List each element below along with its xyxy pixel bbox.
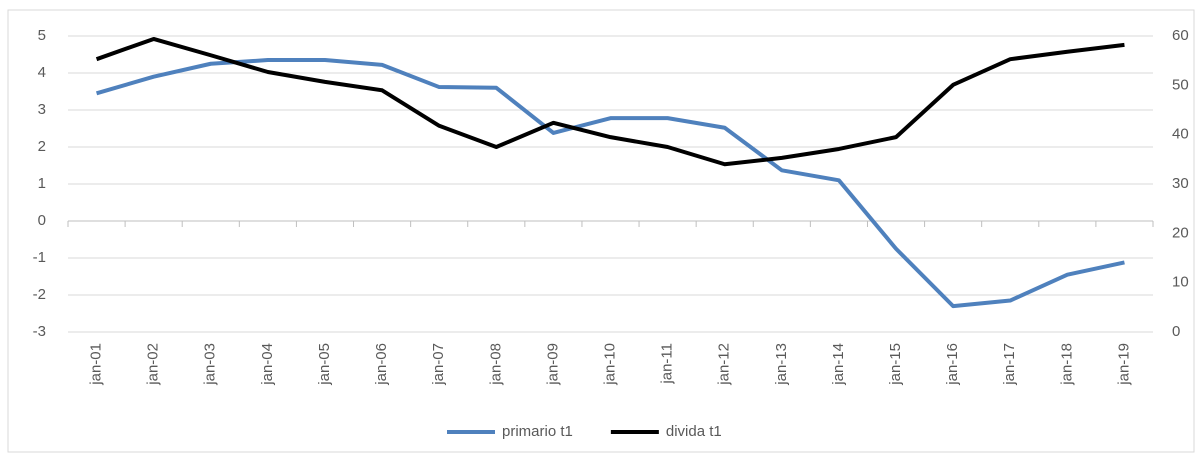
line-series <box>95 58 1125 309</box>
x-tick-label: jan-07 <box>430 343 447 386</box>
line-series <box>95 36 1125 167</box>
x-tick-label: jan-13 <box>773 343 790 386</box>
x-tick-label: jan-02 <box>145 343 162 386</box>
y-tick-label: 2 <box>38 138 46 155</box>
x-tick-label: jan-18 <box>1058 343 1075 386</box>
x-tick-label: jan-16 <box>944 343 961 386</box>
x-tick-label: jan-15 <box>887 343 904 386</box>
y2-tick-label: 10 <box>1172 274 1189 291</box>
x-tick-label: jan-05 <box>316 343 333 386</box>
x-tick-label: jan-06 <box>373 343 390 386</box>
y2-tick-label: 50 <box>1172 76 1189 93</box>
x-tick-label: jan-08 <box>487 343 504 386</box>
x-tick-label: jan-19 <box>1115 343 1132 386</box>
x-tick-label: jan-03 <box>202 343 219 386</box>
y2-tick-label: 60 <box>1172 27 1189 44</box>
y2-tick-label: 20 <box>1172 224 1189 241</box>
x-tick-label: jan-14 <box>830 343 847 386</box>
y2-tick-label: 0 <box>1172 323 1180 340</box>
chart-border <box>7 9 1195 453</box>
x-tick-label: jan-10 <box>601 343 618 386</box>
y2-tick-label: 30 <box>1172 175 1189 192</box>
x-tick-label: jan-11 <box>659 343 676 385</box>
x-tick-label: jan-09 <box>544 343 561 386</box>
x-tick-label: jan-04 <box>259 343 276 386</box>
y-tick-label: -2 <box>33 286 46 303</box>
legend-label: primario t1 <box>502 423 573 440</box>
y-tick-label: 5 <box>38 27 46 44</box>
y-tick-label: 0 <box>38 212 46 229</box>
y-tick-label: 4 <box>38 64 46 81</box>
x-tick-label: jan-17 <box>1001 343 1018 386</box>
y-tick-label: 1 <box>38 175 46 192</box>
y-tick-label: -1 <box>33 249 46 266</box>
y2-tick-label: 40 <box>1172 126 1189 143</box>
y-tick-label: -3 <box>33 323 46 340</box>
x-tick-label: jan-01 <box>88 343 105 386</box>
x-tick-label: jan-12 <box>716 343 733 386</box>
y-tick-label: 3 <box>38 101 46 118</box>
legend-label: divida t1 <box>666 423 722 440</box>
